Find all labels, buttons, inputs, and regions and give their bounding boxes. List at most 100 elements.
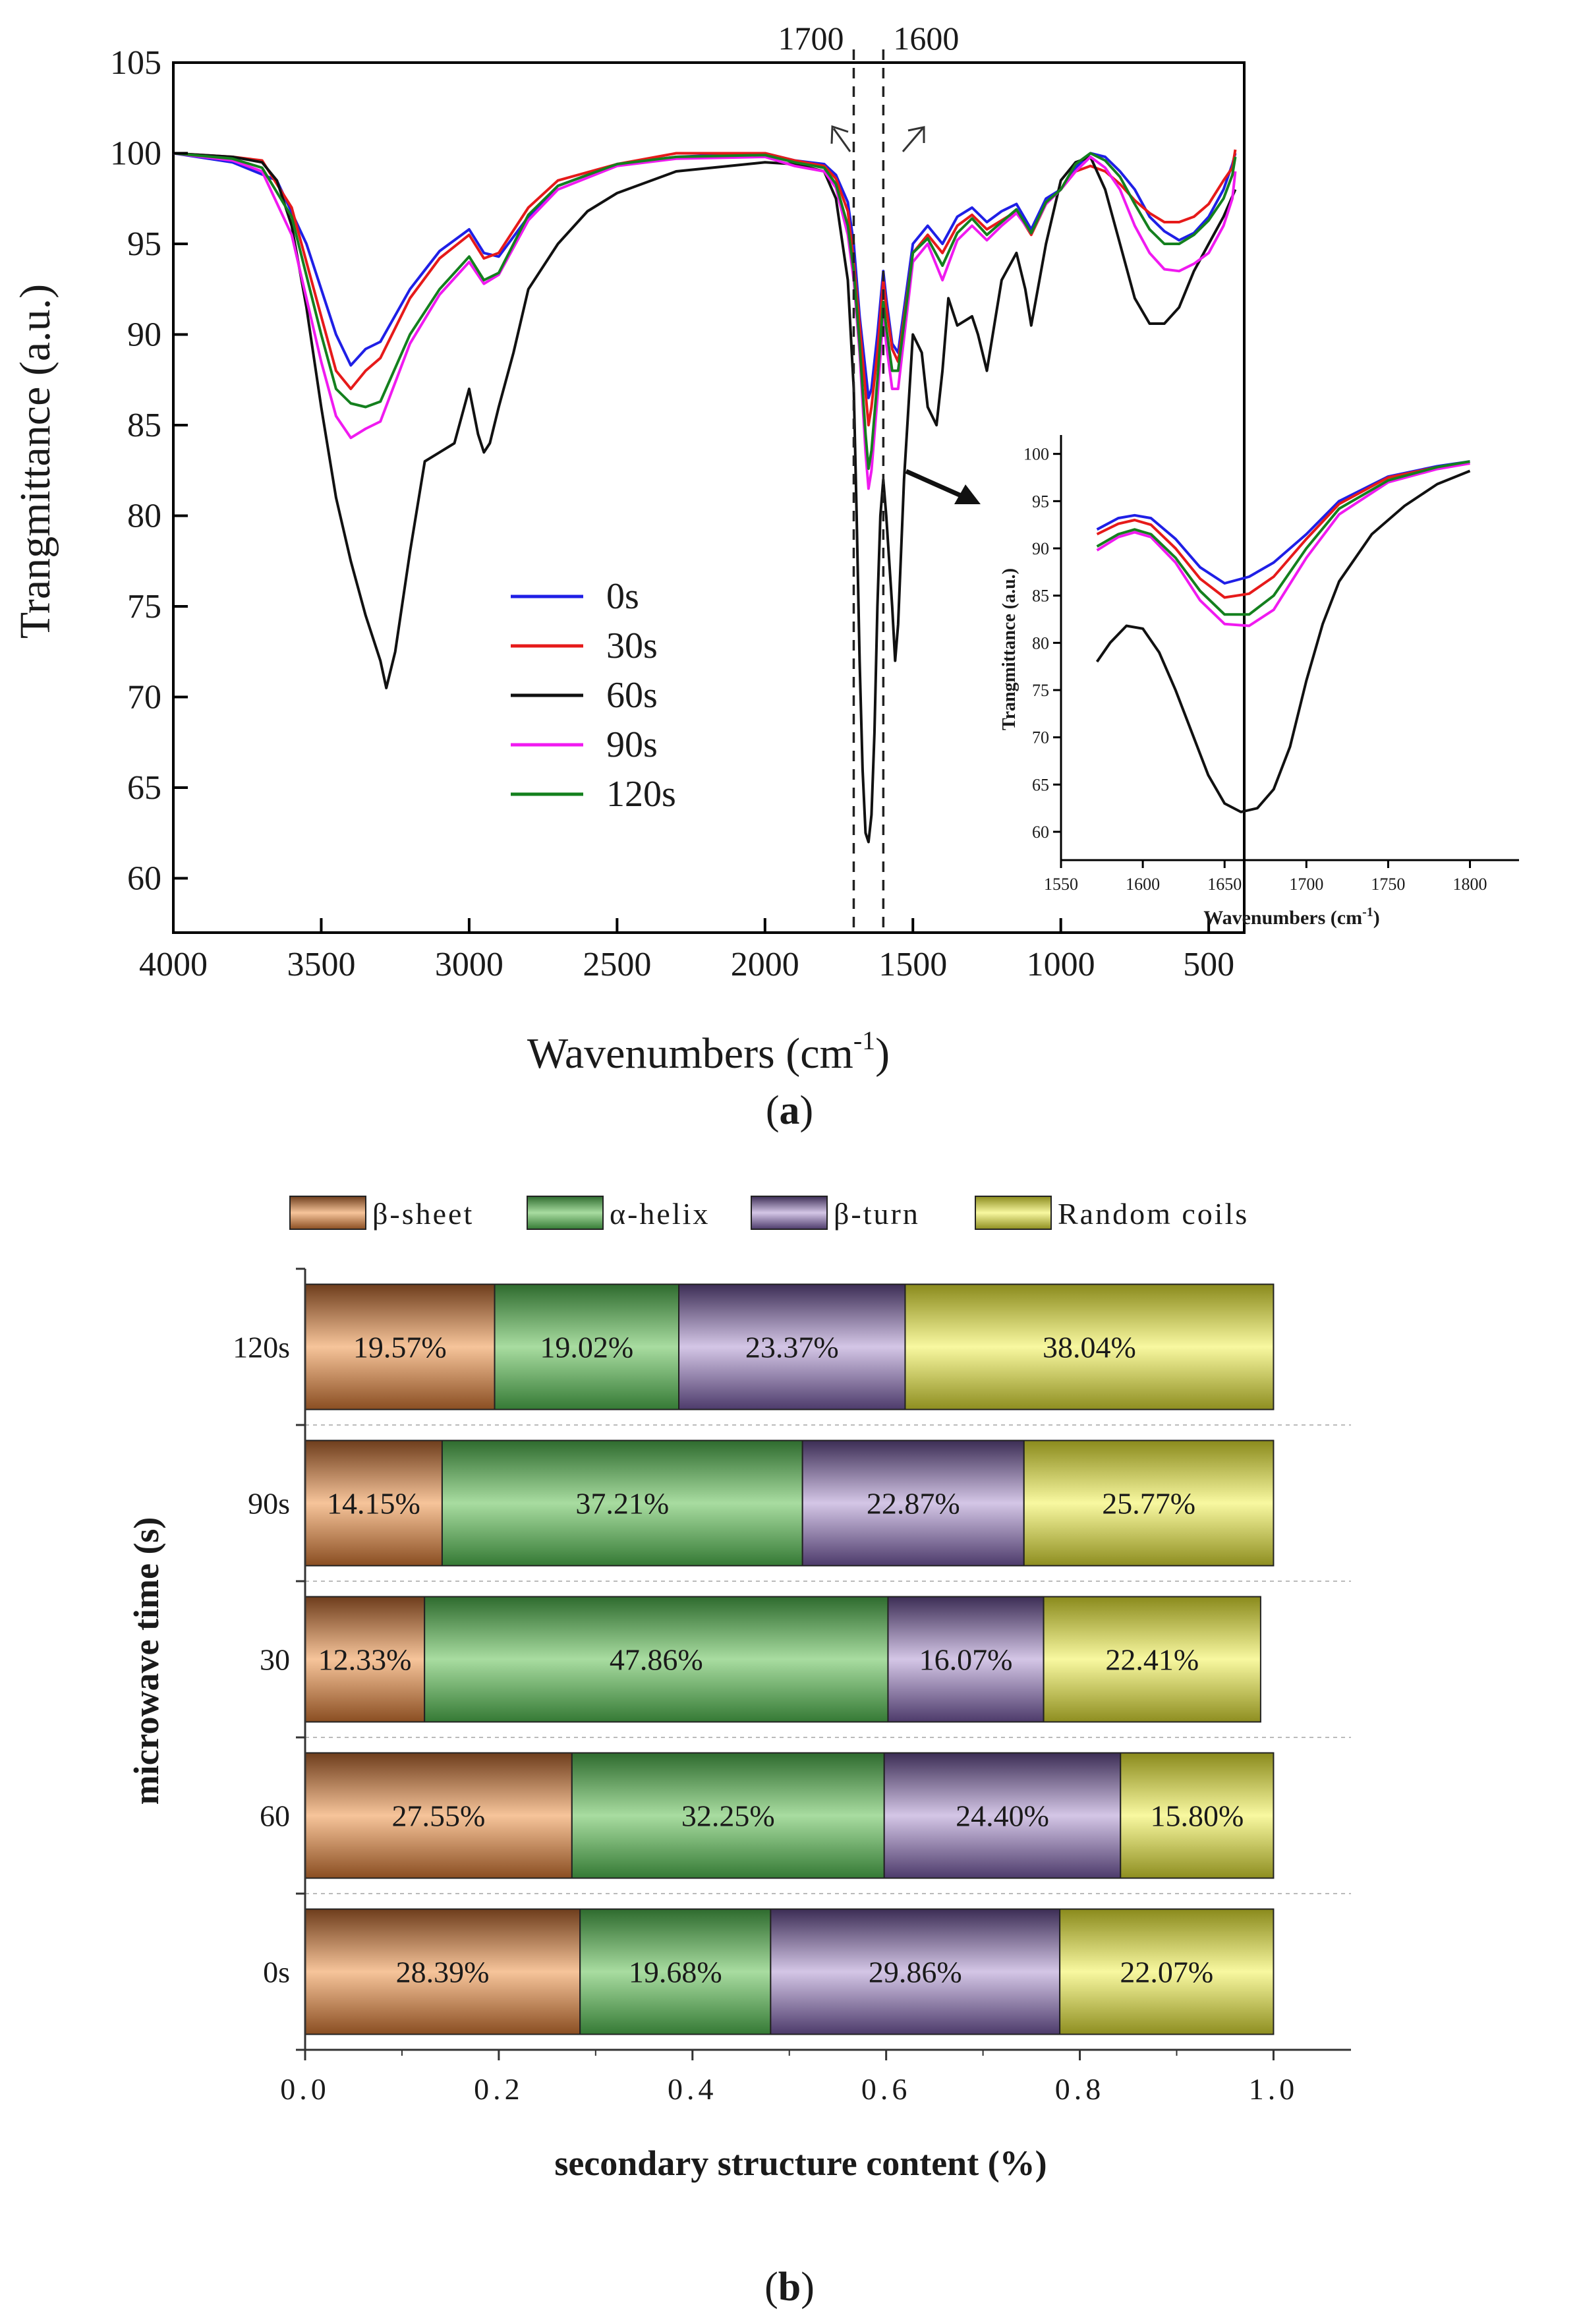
bar-value-label: 14.15% <box>327 1487 420 1521</box>
inset-y-tick-label: 60 <box>1032 823 1049 842</box>
ftir-y-axis-label: Trangmittance (a.u.) <box>11 284 59 639</box>
panel-b-label: (b) <box>764 2265 815 2309</box>
ftir-y-tick-label: 75 <box>127 588 161 625</box>
ftir-x-tick-label: 4000 <box>139 946 208 983</box>
ftir-legend: 0s 30s 60s 90s 120s <box>511 576 676 815</box>
inset-y-tick-label: 95 <box>1032 492 1049 511</box>
bar-segment-beta_turn <box>801 1439 1025 1567</box>
bar-segment-alpha_helix <box>571 1752 885 1879</box>
bar-segment-random_coils <box>904 1283 1275 1410</box>
legend-swatch-alpha_helix <box>527 1196 604 1230</box>
ftir-x-axis-label: Wavenumbers (cm-1) <box>527 1026 890 1078</box>
ref-label-1700: 1700 <box>778 20 844 57</box>
ftir-line-30s <box>173 149 1237 426</box>
bar-category-label: 60 <box>260 1799 290 1833</box>
bar-segment-random_coils <box>1120 1752 1275 1879</box>
bar-value-label: 29.86% <box>869 1956 962 1989</box>
ftir-y-tick-label: 90 <box>127 316 161 354</box>
inset-x-tick-label: 1700 <box>1289 875 1323 894</box>
bar-value-label: 47.86% <box>610 1643 703 1677</box>
bar-value-label: 27.55% <box>392 1799 486 1833</box>
legend-label-90s: 90s <box>606 724 658 765</box>
bar-segment-alpha_helix <box>494 1283 680 1410</box>
bar-segment-alpha_helix <box>424 1596 889 1723</box>
structure-legend: β-sheet α-helix β-turn Random coils <box>289 1196 1247 1231</box>
bar-value-label: 16.07% <box>919 1643 1013 1677</box>
inset-x-tick-label: 1600 <box>1126 875 1160 894</box>
bar-segment-beta_turn <box>678 1283 906 1410</box>
ftir-y-tick-label: 85 <box>127 407 161 444</box>
bar-value-label: 24.40% <box>956 1799 1049 1833</box>
bar-category-label: 30 <box>260 1643 290 1677</box>
ftir-line-60s <box>173 152 1237 844</box>
bar-x-tick-label: 0.8 <box>1055 2072 1105 2106</box>
bar-segment-beta_sheet <box>304 1283 496 1410</box>
inset-y-tick-label: 100 <box>1023 445 1049 464</box>
ref-label-1600: 1600 <box>893 20 959 57</box>
inset-y-axis-label: Trangmittance (a.u.) <box>999 568 1019 730</box>
ftir-line-90s <box>173 152 1237 490</box>
ftir-x-tick-label: 3500 <box>287 946 355 983</box>
legend-label-alpha_helix: α-helix <box>610 1197 710 1231</box>
ftir-y-tick-label: 80 <box>127 498 161 535</box>
bar-segment-beta_sheet <box>304 1908 581 2035</box>
bar-category-label: 90s <box>248 1487 290 1521</box>
ftir-y-tick-label: 60 <box>127 860 161 898</box>
inset-y-tick-label: 85 <box>1032 587 1049 606</box>
inset-line-120s <box>1096 460 1470 616</box>
ftir-x-tick-label: 2000 <box>731 946 799 983</box>
ftir-plot-frame <box>172 61 1246 934</box>
bar-x-axis-label: secondary structure content (%) <box>554 2143 1047 2183</box>
inset-y-tick-label: 80 <box>1032 633 1049 653</box>
bar-value-label: 19.57% <box>353 1331 447 1364</box>
right-shift-arrow <box>902 126 925 152</box>
bar-value-label: 15.80% <box>1150 1799 1244 1833</box>
inset-x-axis-label: Wavenumbers (cm-1) <box>1203 905 1379 929</box>
bar-value-label: 22.41% <box>1105 1643 1199 1677</box>
bar-segment-alpha_helix <box>441 1439 803 1567</box>
inset-y-tick-label: 70 <box>1032 728 1049 747</box>
bar-value-label: 22.87% <box>867 1487 960 1521</box>
ftir-x-tick-label: 500 <box>1183 946 1234 983</box>
legend-label-120s: 120s <box>606 774 676 815</box>
bar-segment-beta_turn <box>883 1752 1122 1879</box>
ftir-x-tick-label: 2500 <box>583 946 651 983</box>
secondary-structure-panel: β-sheet α-helix β-turn Random coils 19.57% 1… <box>127 1196 1351 2309</box>
ftir-y-tick-label: 70 <box>127 679 161 716</box>
bar-segment-random_coils <box>1023 1439 1275 1567</box>
bar-segment-beta_sheet <box>304 1439 443 1567</box>
legend-label-60s: 60s <box>606 675 658 716</box>
ftir-x-tick-label: 3000 <box>435 946 503 983</box>
bar-x-tick-label: 0.2 <box>474 2072 524 2106</box>
bar-x-tick-label: 0.6 <box>861 2072 911 2106</box>
bar-value-label: 25.77% <box>1102 1487 1195 1521</box>
bar-value-label: 32.25% <box>681 1799 775 1833</box>
inset-line-90s <box>1096 462 1470 627</box>
bar-category-label: 120s <box>233 1331 290 1364</box>
inset-x-tick-label: 1800 <box>1453 875 1487 894</box>
ftir-x-tick-label: 1500 <box>878 946 947 983</box>
ftir-y-tick-label: 65 <box>127 769 161 807</box>
bar-value-label: 28.39% <box>396 1956 490 1989</box>
bar-x-tick-label: 1.0 <box>1249 2072 1299 2106</box>
inset-line-60s <box>1095 469 1471 813</box>
inset-y-tick-label: 75 <box>1032 681 1049 700</box>
inset-pointer-arrow <box>905 469 981 504</box>
legend-label-beta_turn: β-turn <box>834 1197 920 1231</box>
inset-x-tick-label: 1750 <box>1371 875 1405 894</box>
bar-value-label: 12.33% <box>318 1643 412 1677</box>
legend-swatch-beta_turn <box>751 1196 828 1230</box>
ftir-x-tick-label: 1000 <box>1027 946 1095 983</box>
ftir-y-tick-label: 95 <box>127 225 161 263</box>
bar-category-label: 0s <box>263 1956 290 1989</box>
bar-value-label: 19.68% <box>629 1956 722 1989</box>
bar-segment-beta_sheet <box>304 1596 426 1723</box>
legend-swatch-random_coils <box>975 1196 1052 1230</box>
bar-segment-random_coils <box>1043 1596 1261 1723</box>
left-shift-arrow <box>830 125 851 152</box>
bar-value-label: 37.21% <box>575 1487 669 1521</box>
ftir-inset: 1550 1600 1650 1700 1750 1800 60 65 70 75 80 85 90 95… <box>999 435 1519 929</box>
legend-label-beta_sheet: β-sheet <box>372 1197 474 1231</box>
bar-segment-beta_turn <box>887 1596 1045 1723</box>
